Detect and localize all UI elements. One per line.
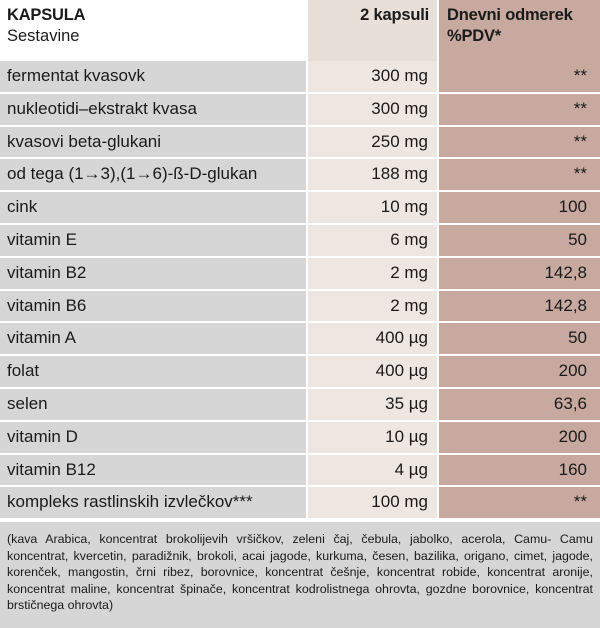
ingredient-pdv: ** <box>439 159 600 191</box>
ingredient-amount: 10 µg <box>308 421 437 453</box>
nutrition-table: KAPSULA Sestavine 2 kapsuli Dnevni odmer… <box>0 0 600 521</box>
ingredient-pdv: 200 <box>439 356 600 387</box>
ingredient-name: kvasovi beta-glukani <box>0 126 306 158</box>
table-title: KAPSULA <box>7 6 86 24</box>
ingredient-amount: 250 mg <box>308 126 437 158</box>
header-pdv-cell: Dnevni odmerek %PDV* <box>439 0 600 61</box>
ingredient-pdv: 142,8 <box>439 290 600 322</box>
ingredient-pdv: ** <box>439 61 600 92</box>
table-body: fermentat kvasovk 300 mg ** nukleotidi–eks… <box>0 61 600 521</box>
ingredient-name: vitamin A <box>0 323 306 355</box>
ingredient-pdv: 50 <box>439 224 600 256</box>
ingredient-amount: 2 mg <box>308 290 437 322</box>
ingredient-name: vitamin B2 <box>0 257 306 289</box>
table-row: selen 35 µg 63,6 <box>0 388 600 422</box>
ingredient-name: vitamin B6 <box>0 290 306 322</box>
table-row: vitamin B6 2 mg 142,8 <box>0 290 600 324</box>
ingredient-amount: 400 µg <box>308 356 437 387</box>
table-row: vitamin B2 2 mg 142,8 <box>0 257 600 291</box>
table-row: vitamin B12 4 µg 160 <box>0 454 600 488</box>
pdv-column-header-line2: %PDV* <box>447 27 502 45</box>
ingredient-pdv: 50 <box>439 323 600 355</box>
table-row: kompleks rastlinskih izvlečkov*** 100 mg *… <box>0 487 600 521</box>
ingredient-pdv: 100 <box>439 192 600 223</box>
table-header: KAPSULA Sestavine 2 kapsuli Dnevni odmer… <box>0 0 600 61</box>
ingredient-amount: 2 mg <box>308 257 437 289</box>
ingredient-amount: 100 mg <box>308 487 437 519</box>
ingredient-pdv: ** <box>439 487 600 519</box>
ingredient-pdv: ** <box>439 126 600 158</box>
ingredient-amount: 400 µg <box>308 323 437 355</box>
ingredient-pdv: 63,6 <box>439 388 600 420</box>
ingredient-name: folat <box>0 356 306 387</box>
ingredient-pdv: ** <box>439 93 600 125</box>
table-row: vitamin A 400 µg 50 <box>0 323 600 357</box>
table-row: kvasovi beta-glukani 250 mg ** <box>0 126 600 160</box>
amount-column-header: 2 kapsuli <box>360 6 429 24</box>
ingredient-name: kompleks rastlinskih izvlečkov*** <box>0 487 306 519</box>
ingredient-name: cink <box>0 192 306 223</box>
ingredient-name: vitamin E <box>0 224 306 256</box>
ingredient-amount: 300 mg <box>308 93 437 125</box>
table-row: fermentat kvasovk 300 mg ** <box>0 61 600 94</box>
ingredient-name: fermentat kvasovk <box>0 61 306 92</box>
ingredient-pdv: 142,8 <box>439 257 600 289</box>
header-ingredients-cell: KAPSULA Sestavine <box>0 0 306 61</box>
ingredient-name: selen <box>0 388 306 420</box>
footnote: (kava Arabica, koncentrat brokolijevih v… <box>0 522 600 628</box>
table-row: nukleotidi–ekstrakt kvasa 300 mg ** <box>0 93 600 127</box>
ingredient-name: vitamin B12 <box>0 454 306 486</box>
table-row: cink 10 mg 100 <box>0 192 600 225</box>
ingredient-name: nukleotidi–ekstrakt kvasa <box>0 93 306 125</box>
ingredient-amount: 35 µg <box>308 388 437 420</box>
table-row: od tega (1→3),(1→6)-ß-D-glukan 188 mg ** <box>0 159 600 193</box>
table-row: vitamin D 10 µg 200 <box>0 421 600 455</box>
table-subtitle: Sestavine <box>7 27 80 45</box>
ingredient-pdv: 200 <box>439 421 600 453</box>
ingredient-amount: 300 mg <box>308 61 437 92</box>
ingredient-pdv: 160 <box>439 454 600 486</box>
ingredient-amount: 4 µg <box>308 454 437 486</box>
ingredient-amount: 188 mg <box>308 159 437 191</box>
table-row: folat 400 µg 200 <box>0 356 600 389</box>
header-amount-cell: 2 kapsuli <box>308 0 437 61</box>
ingredient-amount: 6 mg <box>308 224 437 256</box>
pdv-column-header-line1: Dnevni odmerek <box>447 6 573 24</box>
ingredient-name: vitamin D <box>0 421 306 453</box>
ingredient-name: od tega (1→3),(1→6)-ß-D-glukan <box>0 159 306 191</box>
ingredient-amount: 10 mg <box>308 192 437 223</box>
